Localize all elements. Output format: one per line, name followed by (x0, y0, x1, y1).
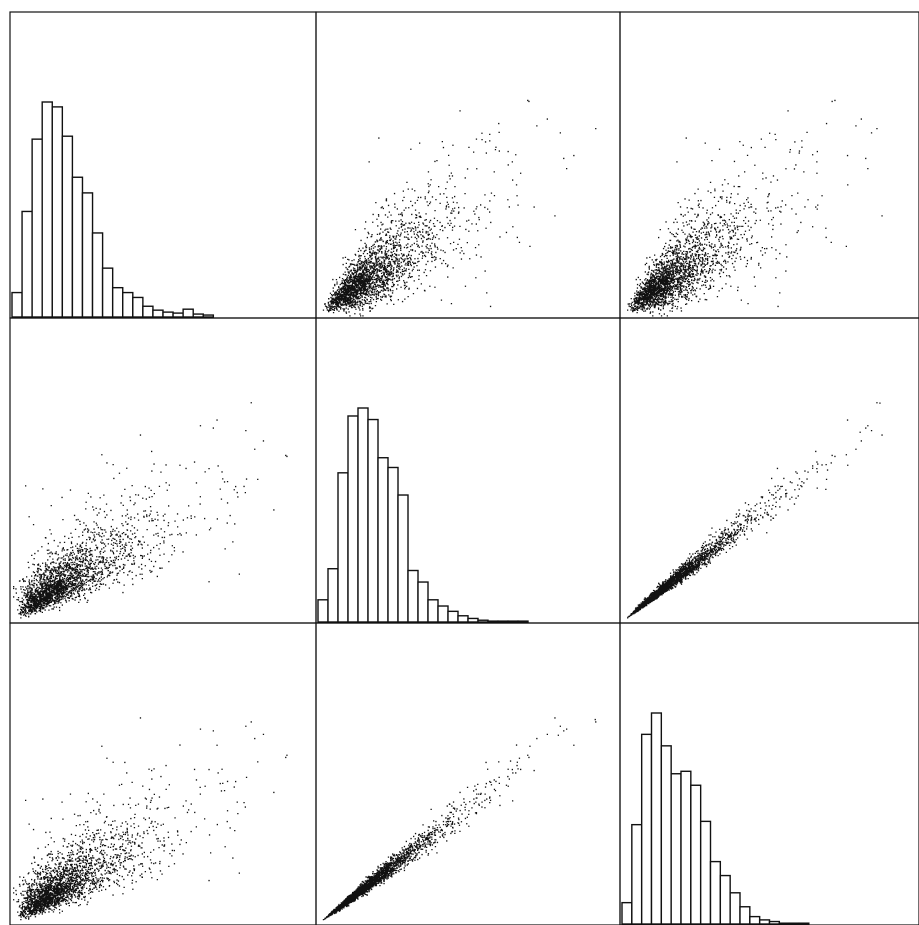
histogram-bar (11, 291, 23, 318)
histogram-bar (437, 605, 449, 623)
histogram-bar (670, 773, 682, 925)
histogram-bar (71, 176, 84, 318)
histogram-bar (788, 922, 800, 925)
histogram-bar (31, 138, 43, 318)
panel-2-0 (9, 622, 317, 925)
histogram-bar (739, 906, 751, 925)
histogram-bar (507, 620, 519, 623)
scatter-points-2-0 (13, 717, 288, 921)
histogram-bar (517, 620, 529, 623)
histogram-bar (347, 415, 359, 623)
histogram-bar (709, 860, 722, 925)
histogram-bar (417, 581, 429, 623)
histogram-bar (182, 308, 194, 318)
histogram-bar (61, 135, 74, 318)
histogram-bar (122, 291, 134, 318)
histogram-bar (427, 599, 439, 623)
histogram-bar (91, 232, 104, 318)
histogram-bar (111, 286, 124, 318)
histogram-bar (397, 494, 409, 623)
histogram-bar (487, 620, 499, 623)
panel-1-2 (619, 317, 919, 624)
histogram-bar (631, 823, 643, 925)
panel-2-2 (619, 622, 919, 925)
scatter-points-2-1 (322, 717, 597, 921)
histogram-bar (497, 620, 509, 623)
panel-frame (315, 622, 621, 925)
histogram-bar (621, 901, 633, 925)
histogram-bar (192, 313, 204, 318)
scatter-points-0-1 (322, 99, 597, 317)
histogram-bar (798, 922, 810, 925)
panel-0-2 (619, 11, 919, 319)
histogram-bar (81, 192, 94, 318)
panel-frame (619, 622, 919, 925)
histogram-bar (758, 919, 771, 925)
histogram-bar (142, 305, 154, 318)
histogram-bar (477, 619, 489, 623)
panel-1-1 (315, 317, 621, 624)
panel-frame (619, 317, 919, 624)
panel-0-0 (9, 11, 317, 319)
histogram-bar (357, 407, 369, 623)
histogram-bar (749, 915, 761, 925)
histogram-bar (680, 770, 692, 925)
scatter-points-0-2 (627, 99, 883, 317)
histogram-bar (51, 106, 64, 318)
histogram-bar (132, 296, 144, 318)
histogram-bar (447, 610, 459, 623)
histogram-bar (327, 568, 339, 623)
histogram-bar (162, 311, 174, 318)
scatter-points-1-2 (627, 402, 883, 619)
histogram-bar (690, 784, 702, 925)
histogram-bar (719, 874, 731, 925)
panel-2-1 (315, 622, 621, 925)
histogram-bar (21, 210, 33, 318)
histogram-bar (152, 309, 164, 318)
histogram-bar (41, 101, 53, 318)
panel-1-0 (9, 317, 317, 624)
histogram-bar (377, 457, 389, 623)
histogram-bar (337, 472, 349, 623)
histogram-bar (660, 745, 672, 925)
histogram-bar (778, 922, 790, 925)
histogram-bar (457, 615, 469, 623)
histogram-bar (768, 920, 781, 925)
histogram-bar (650, 712, 663, 925)
histogram-bar (467, 617, 479, 623)
histogram-bar (172, 312, 184, 318)
histogram-bar (407, 569, 419, 623)
panel-0-1 (315, 11, 621, 319)
scatter-points-1-0 (13, 402, 288, 619)
histogram-bar (699, 820, 712, 925)
histogram-bar (387, 466, 399, 623)
panel-frame (315, 11, 621, 319)
histogram-bar (729, 892, 741, 925)
histogram-bar (317, 599, 329, 623)
histogram-bar (367, 418, 379, 623)
histogram-bar (101, 267, 114, 318)
histogram-bar (640, 733, 653, 925)
histogram-bar (202, 314, 215, 318)
